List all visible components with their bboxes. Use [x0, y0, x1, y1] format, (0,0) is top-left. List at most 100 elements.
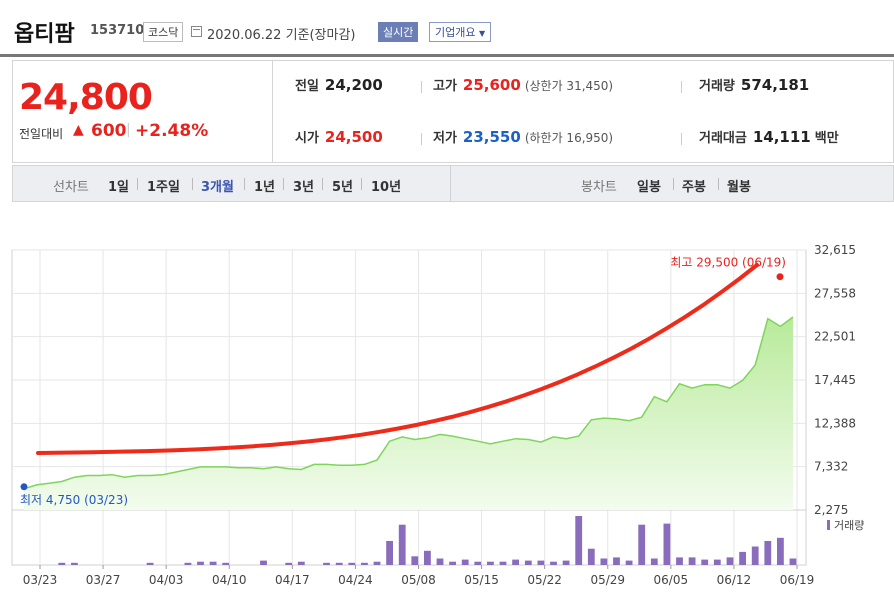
- volume-bar: [71, 562, 78, 565]
- x-tick-label: 06/05: [654, 573, 689, 587]
- volume-bar: [764, 541, 772, 565]
- open-value: 24,500: [324, 128, 383, 146]
- low-cell: 저가 23,550 (하한가 16,950): [433, 127, 613, 146]
- volume-bar: [474, 561, 482, 565]
- volume-value: 574,181: [740, 76, 810, 94]
- volume-bar: [260, 560, 267, 565]
- upper-limit: (상한가 31,450): [524, 79, 614, 93]
- volume-bar: [650, 558, 658, 565]
- price-area: [24, 317, 793, 510]
- volume-bar: [348, 562, 356, 565]
- stock-header: 옵티팜 153710 코스닥 2020.06.22 기준(장마감) 실시간 기업…: [0, 0, 894, 57]
- volume-bar: [461, 559, 469, 565]
- volume-bar: [562, 560, 570, 565]
- volume-bar: [487, 561, 494, 565]
- high-label: 고가: [433, 79, 457, 94]
- trend-annotation-curve: [36, 263, 759, 455]
- volume-bar: [424, 550, 431, 565]
- volume-bar: [524, 560, 532, 565]
- chart-tabs: 선차트 1일 1주일 3개월 1년 3년 5년 10년 봉차트 일봉 주봉 월봉: [12, 165, 894, 202]
- volume-bar: [701, 559, 709, 565]
- tab-10year[interactable]: 10년: [371, 180, 402, 195]
- tab-5year[interactable]: 5년: [332, 180, 354, 195]
- x-tick-label: 04/03: [149, 573, 184, 587]
- amount-value: 14,111: [752, 128, 811, 146]
- volume-bar: [600, 558, 608, 565]
- x-tick-label: 06/12: [717, 573, 752, 587]
- volume-bar: [436, 558, 444, 565]
- y-tick-label: 22,501: [814, 330, 856, 344]
- candle-chart-label: 봉차트: [581, 180, 617, 195]
- change-percent: +2.48%: [135, 121, 209, 141]
- volume-bar: [751, 546, 759, 565]
- change-label: 전일대비: [19, 127, 64, 141]
- stock-code: 153710: [90, 23, 145, 38]
- volume-bar: [789, 558, 797, 565]
- date-text: 2020.06.22 기준(장마감): [207, 28, 356, 43]
- stock-name: 옵티팜: [14, 22, 75, 47]
- tab-1day[interactable]: 1일: [108, 180, 130, 195]
- tab-1year[interactable]: 1년: [254, 180, 276, 195]
- price-chart[interactable]: 2,275 7,332 12,388 17,445 22,501 27,558 32,615…: [0, 240, 894, 601]
- x-tick-label: 05/08: [401, 573, 436, 587]
- price-line: [23, 316, 794, 490]
- volume-legend-label: 거래량: [834, 519, 864, 532]
- volume-bar: [777, 537, 784, 565]
- tab-daily[interactable]: 일봉: [637, 180, 661, 195]
- x-tick-label: 04/24: [338, 573, 373, 587]
- calendar-icon: [191, 26, 202, 37]
- cell-separator: [421, 133, 422, 145]
- volume-bar: [361, 562, 368, 565]
- volume-bar: [726, 557, 734, 565]
- tab-separator: [673, 178, 674, 190]
- volume-bar: [222, 562, 230, 565]
- volume-bar: [663, 523, 671, 565]
- volume-bar: [499, 561, 507, 565]
- volume-bar: [398, 524, 406, 565]
- chevron-down-icon: ▼: [478, 29, 486, 38]
- tab-monthly[interactable]: 월봉: [727, 180, 751, 195]
- tab-weekly[interactable]: 주봉: [682, 180, 706, 195]
- y-tick-label: 12,388: [814, 416, 856, 430]
- volume-bar: [335, 562, 343, 565]
- realtime-button[interactable]: 실시간: [378, 22, 419, 42]
- max-point: [776, 273, 784, 281]
- volume-bar: [739, 551, 746, 565]
- high-value: 25,600: [462, 76, 521, 94]
- volume-bar: [613, 557, 620, 565]
- amount-label: 거래대금: [699, 131, 747, 146]
- volume-bar: [688, 557, 696, 565]
- quote-divider: [272, 61, 273, 162]
- x-tick-label: 05/29: [590, 573, 625, 587]
- cell-separator: [681, 133, 682, 145]
- current-price: 24,800: [19, 77, 153, 118]
- low-label: 저가: [433, 131, 457, 146]
- company-overview-label: 기업개요: [435, 26, 476, 39]
- volume-bar: [184, 562, 192, 565]
- change-value: 600: [91, 121, 127, 141]
- open-label: 시가: [295, 131, 319, 146]
- volume-bar: [713, 559, 721, 565]
- lower-limit: (하한가 16,950): [524, 131, 614, 145]
- prev-close-cell: 전일 24,200: [295, 75, 383, 94]
- volume-bar: [146, 562, 154, 565]
- y-tick-label: 2,275: [814, 503, 848, 517]
- change-separator: |: [126, 122, 131, 138]
- tab-separator: [718, 178, 719, 190]
- cell-separator: [421, 81, 422, 93]
- volume-bar: [323, 562, 330, 565]
- volume-bar: [537, 560, 545, 565]
- volume-bar: [197, 561, 204, 565]
- tab-3month[interactable]: 3개월: [201, 180, 234, 195]
- prev-close-label: 전일: [295, 79, 319, 94]
- tab-1week[interactable]: 1주일: [147, 180, 180, 195]
- company-overview-button[interactable]: 기업개요 ▼: [429, 22, 492, 42]
- x-tick-label: 04/17: [275, 573, 310, 587]
- volume-bar: [550, 561, 557, 565]
- high-cell: 고가 25,600 (상한가 31,450): [433, 75, 613, 94]
- open-cell: 시가 24,500: [295, 127, 383, 146]
- x-tick-label: 03/27: [86, 573, 121, 587]
- tab-3year[interactable]: 3년: [293, 180, 315, 195]
- amount-cell: 거래대금 14,111 백만: [699, 127, 839, 146]
- x-tick-label: 05/22: [527, 573, 562, 587]
